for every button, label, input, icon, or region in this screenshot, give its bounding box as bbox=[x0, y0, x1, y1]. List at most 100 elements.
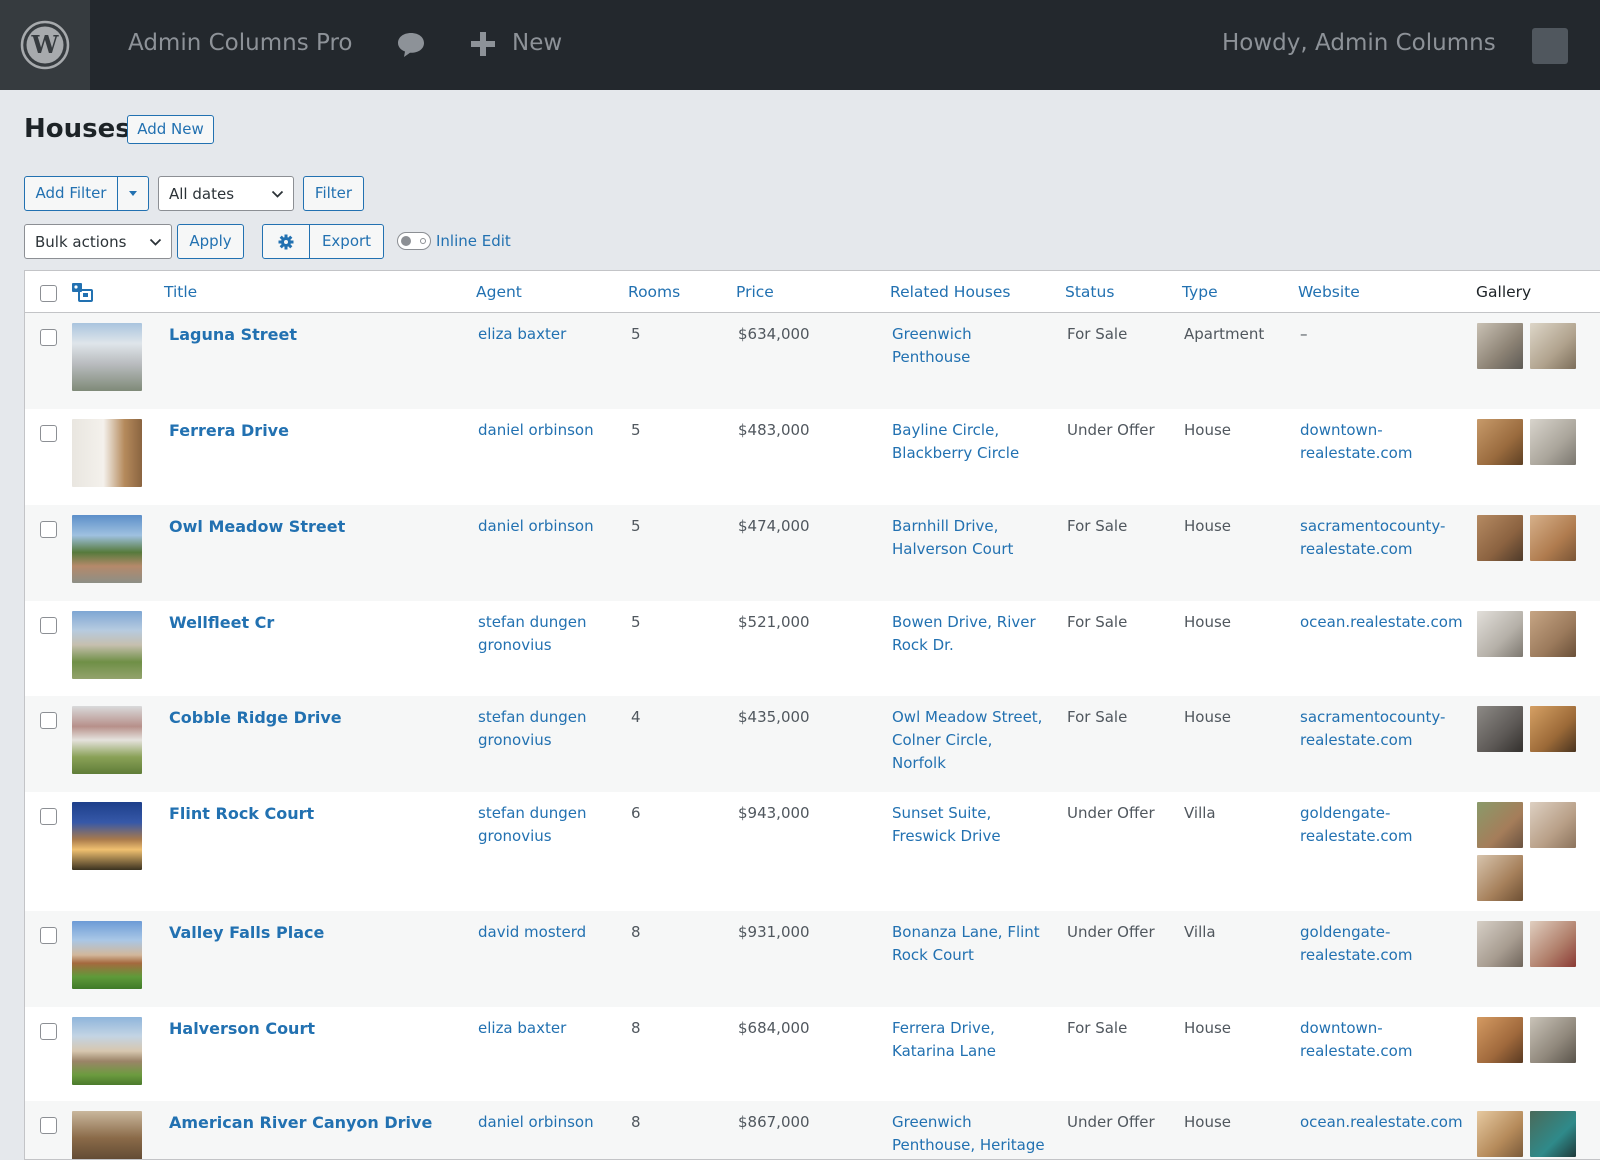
add-new-button[interactable]: Add New bbox=[127, 115, 214, 144]
comment-icon[interactable] bbox=[396, 31, 426, 59]
select-all-checkbox[interactable] bbox=[40, 285, 57, 302]
new-content-link[interactable]: New bbox=[512, 30, 563, 56]
house-title-link[interactable]: Ferrera Drive bbox=[169, 421, 289, 440]
row-checkbox[interactable] bbox=[40, 521, 57, 538]
related-house-link[interactable]: Owl Meadow Street, Colner Circle, Norfolk bbox=[892, 708, 1043, 772]
export-button[interactable]: Export bbox=[309, 224, 384, 259]
website-link[interactable]: downtown-realestate.com bbox=[1300, 421, 1413, 462]
agent-link[interactable]: david mosterd bbox=[478, 923, 587, 941]
house-title-link[interactable]: Owl Meadow Street bbox=[169, 517, 346, 536]
website-link[interactable]: ocean.realestate.com bbox=[1300, 1113, 1463, 1131]
gallery-image[interactable] bbox=[1530, 515, 1576, 561]
website-link[interactable]: goldengate-realestate.com bbox=[1300, 923, 1413, 964]
wordpress-logo-button[interactable]: W bbox=[0, 0, 90, 90]
gallery-image[interactable] bbox=[1477, 1111, 1523, 1157]
related-house-link[interactable]: Bowen Drive, River Rock Dr. bbox=[892, 613, 1036, 654]
filter-button[interactable]: Filter bbox=[303, 176, 364, 211]
house-thumbnail[interactable] bbox=[72, 1017, 142, 1085]
gallery-image[interactable] bbox=[1530, 706, 1576, 752]
gallery-image[interactable] bbox=[1477, 921, 1523, 967]
related-house-link[interactable]: Greenwich Penthouse, Heritage bbox=[892, 1113, 1045, 1154]
website-link[interactable]: downtown-realestate.com bbox=[1300, 1019, 1413, 1060]
featured-image-icon[interactable] bbox=[71, 282, 93, 302]
related-house-link[interactable]: Ferrera Drive, Katarina Lane bbox=[892, 1019, 996, 1060]
gallery-image[interactable] bbox=[1477, 706, 1523, 752]
column-title[interactable]: Title bbox=[164, 283, 198, 301]
dates-select[interactable]: All dates bbox=[158, 176, 294, 211]
row-checkbox[interactable] bbox=[40, 617, 57, 634]
column-price[interactable]: Price bbox=[736, 283, 774, 301]
agent-link[interactable]: eliza baxter bbox=[478, 325, 567, 343]
plus-icon[interactable] bbox=[470, 31, 496, 57]
gallery-image[interactable] bbox=[1530, 611, 1576, 657]
add-filter-dropdown-button[interactable] bbox=[117, 176, 149, 211]
house-thumbnail[interactable] bbox=[72, 921, 142, 989]
house-thumbnail[interactable] bbox=[72, 1111, 142, 1159]
column-rooms[interactable]: Rooms bbox=[628, 283, 681, 301]
agent-link[interactable]: stefan dungen gronovius bbox=[478, 708, 587, 749]
agent-link[interactable]: eliza baxter bbox=[478, 1019, 567, 1037]
related-house-link[interactable]: Sunset Suite, Freswick Drive bbox=[892, 804, 1001, 845]
row-checkbox[interactable] bbox=[40, 712, 57, 729]
house-title-link[interactable]: Wellfleet Cr bbox=[169, 613, 275, 632]
house-thumbnail[interactable] bbox=[72, 706, 142, 774]
house-title-link[interactable]: American River Canyon Drive bbox=[169, 1113, 433, 1132]
house-title-link[interactable]: Flint Rock Court bbox=[169, 804, 315, 823]
house-thumbnail[interactable] bbox=[72, 611, 142, 679]
inline-edit-label[interactable]: Inline Edit bbox=[436, 232, 511, 250]
website-link[interactable]: sacramentocounty-realestate.com bbox=[1300, 517, 1446, 558]
related-house-link[interactable]: Bayline Circle, Blackberry Circle bbox=[892, 421, 1020, 462]
house-title-link[interactable]: Cobble Ridge Drive bbox=[169, 708, 342, 727]
column-status[interactable]: Status bbox=[1065, 283, 1115, 301]
agent-link[interactable]: daniel orbinson bbox=[478, 517, 594, 535]
export-settings-button[interactable] bbox=[262, 224, 310, 259]
column-related-houses[interactable]: Related Houses bbox=[890, 283, 1011, 301]
gallery-image[interactable] bbox=[1477, 611, 1523, 657]
row-checkbox[interactable] bbox=[40, 1023, 57, 1040]
row-checkbox[interactable] bbox=[40, 1117, 57, 1134]
column-website[interactable]: Website bbox=[1298, 283, 1360, 301]
gallery-image[interactable] bbox=[1477, 802, 1523, 848]
related-house-link[interactable]: Greenwich Penthouse bbox=[892, 325, 972, 366]
house-title-link[interactable]: Valley Falls Place bbox=[169, 923, 325, 942]
agent-link[interactable]: stefan dungen gronovius bbox=[478, 804, 587, 845]
gallery-image[interactable] bbox=[1530, 802, 1576, 848]
house-thumbnail[interactable] bbox=[72, 802, 142, 870]
inline-edit-toggle[interactable] bbox=[397, 232, 431, 250]
row-checkbox[interactable] bbox=[40, 808, 57, 825]
website-link[interactable]: ocean.realestate.com bbox=[1300, 613, 1463, 631]
related-house-link[interactable]: Barnhill Drive, Halverson Court bbox=[892, 517, 1014, 558]
gallery-image[interactable] bbox=[1530, 921, 1576, 967]
column-agent[interactable]: Agent bbox=[476, 283, 522, 301]
agent-link[interactable]: daniel orbinson bbox=[478, 1113, 594, 1131]
row-checkbox[interactable] bbox=[40, 927, 57, 944]
add-filter-button[interactable]: Add Filter bbox=[24, 176, 118, 211]
avatar[interactable] bbox=[1532, 28, 1568, 64]
house-thumbnail[interactable] bbox=[72, 515, 142, 583]
gallery-image[interactable] bbox=[1530, 419, 1576, 465]
gallery-image[interactable] bbox=[1477, 515, 1523, 561]
gallery-image[interactable] bbox=[1530, 1111, 1576, 1157]
website-link[interactable]: goldengate-realestate.com bbox=[1300, 804, 1413, 845]
gallery-image[interactable] bbox=[1477, 323, 1523, 369]
agent-link[interactable]: daniel orbinson bbox=[478, 421, 594, 439]
howdy-user-link[interactable]: Howdy, Admin Columns bbox=[1222, 30, 1496, 56]
bulk-actions-select[interactable]: Bulk actions bbox=[24, 224, 172, 259]
house-title-link[interactable]: Laguna Street bbox=[169, 325, 298, 344]
gallery-image[interactable] bbox=[1530, 1017, 1576, 1063]
gallery-image[interactable] bbox=[1477, 419, 1523, 465]
row-checkbox[interactable] bbox=[40, 425, 57, 442]
house-thumbnail[interactable] bbox=[72, 323, 142, 391]
row-checkbox[interactable] bbox=[40, 329, 57, 346]
column-type[interactable]: Type bbox=[1182, 283, 1218, 301]
gallery-image[interactable] bbox=[1477, 855, 1523, 901]
house-thumbnail[interactable] bbox=[72, 419, 142, 487]
apply-button[interactable]: Apply bbox=[177, 224, 244, 259]
website-link[interactable]: sacramentocounty-realestate.com bbox=[1300, 708, 1446, 749]
house-title-link[interactable]: Halverson Court bbox=[169, 1019, 315, 1038]
related-house-link[interactable]: Bonanza Lane, Flint Rock Court bbox=[892, 923, 1040, 964]
gallery-image[interactable] bbox=[1530, 323, 1576, 369]
gallery-image[interactable] bbox=[1477, 1017, 1523, 1063]
site-name-link[interactable]: Admin Columns Pro bbox=[128, 30, 353, 56]
agent-link[interactable]: stefan dungen gronovius bbox=[478, 613, 587, 654]
